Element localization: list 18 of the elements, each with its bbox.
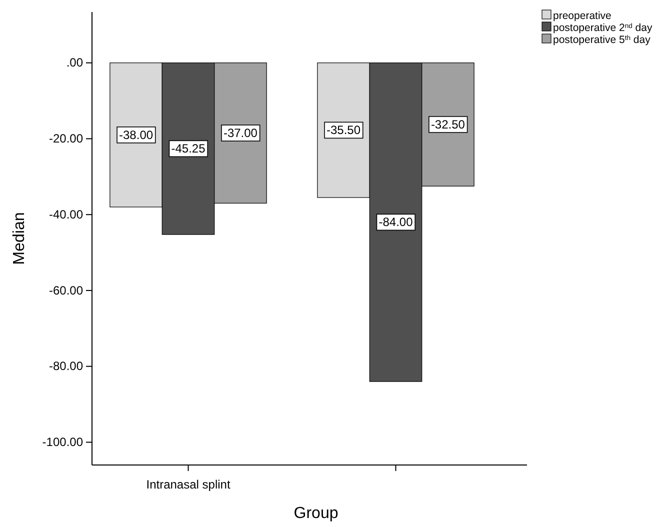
data-label: -38.00 (119, 128, 154, 142)
x-tick-label: Intranasal splint (146, 477, 231, 492)
data-label: -37.00 (223, 126, 258, 140)
y-tick-label: -60.00 (48, 283, 84, 298)
legend-label: postoperative 5$^{th}$ day (553, 34, 652, 46)
y-tick-label: -20.00 (48, 132, 84, 146)
data-label: -35.50 (326, 123, 361, 138)
y-axis-title: Median (11, 212, 28, 265)
y-tick-label: .00 (66, 56, 84, 70)
data-label: -32.50 (430, 117, 466, 132)
legend-label: preoperative (553, 10, 612, 22)
data-label: -45.25 (171, 142, 206, 156)
y-tick-label: -80.00 (48, 359, 84, 374)
x-axis-title: Group (294, 505, 338, 522)
y-tick-label: -40.00 (48, 207, 84, 222)
legend-label: postoperative 2$^{nd}$ day (553, 22, 653, 34)
data-label: -84.00 (378, 215, 414, 230)
y-tick-label: -100.00 (42, 435, 84, 450)
